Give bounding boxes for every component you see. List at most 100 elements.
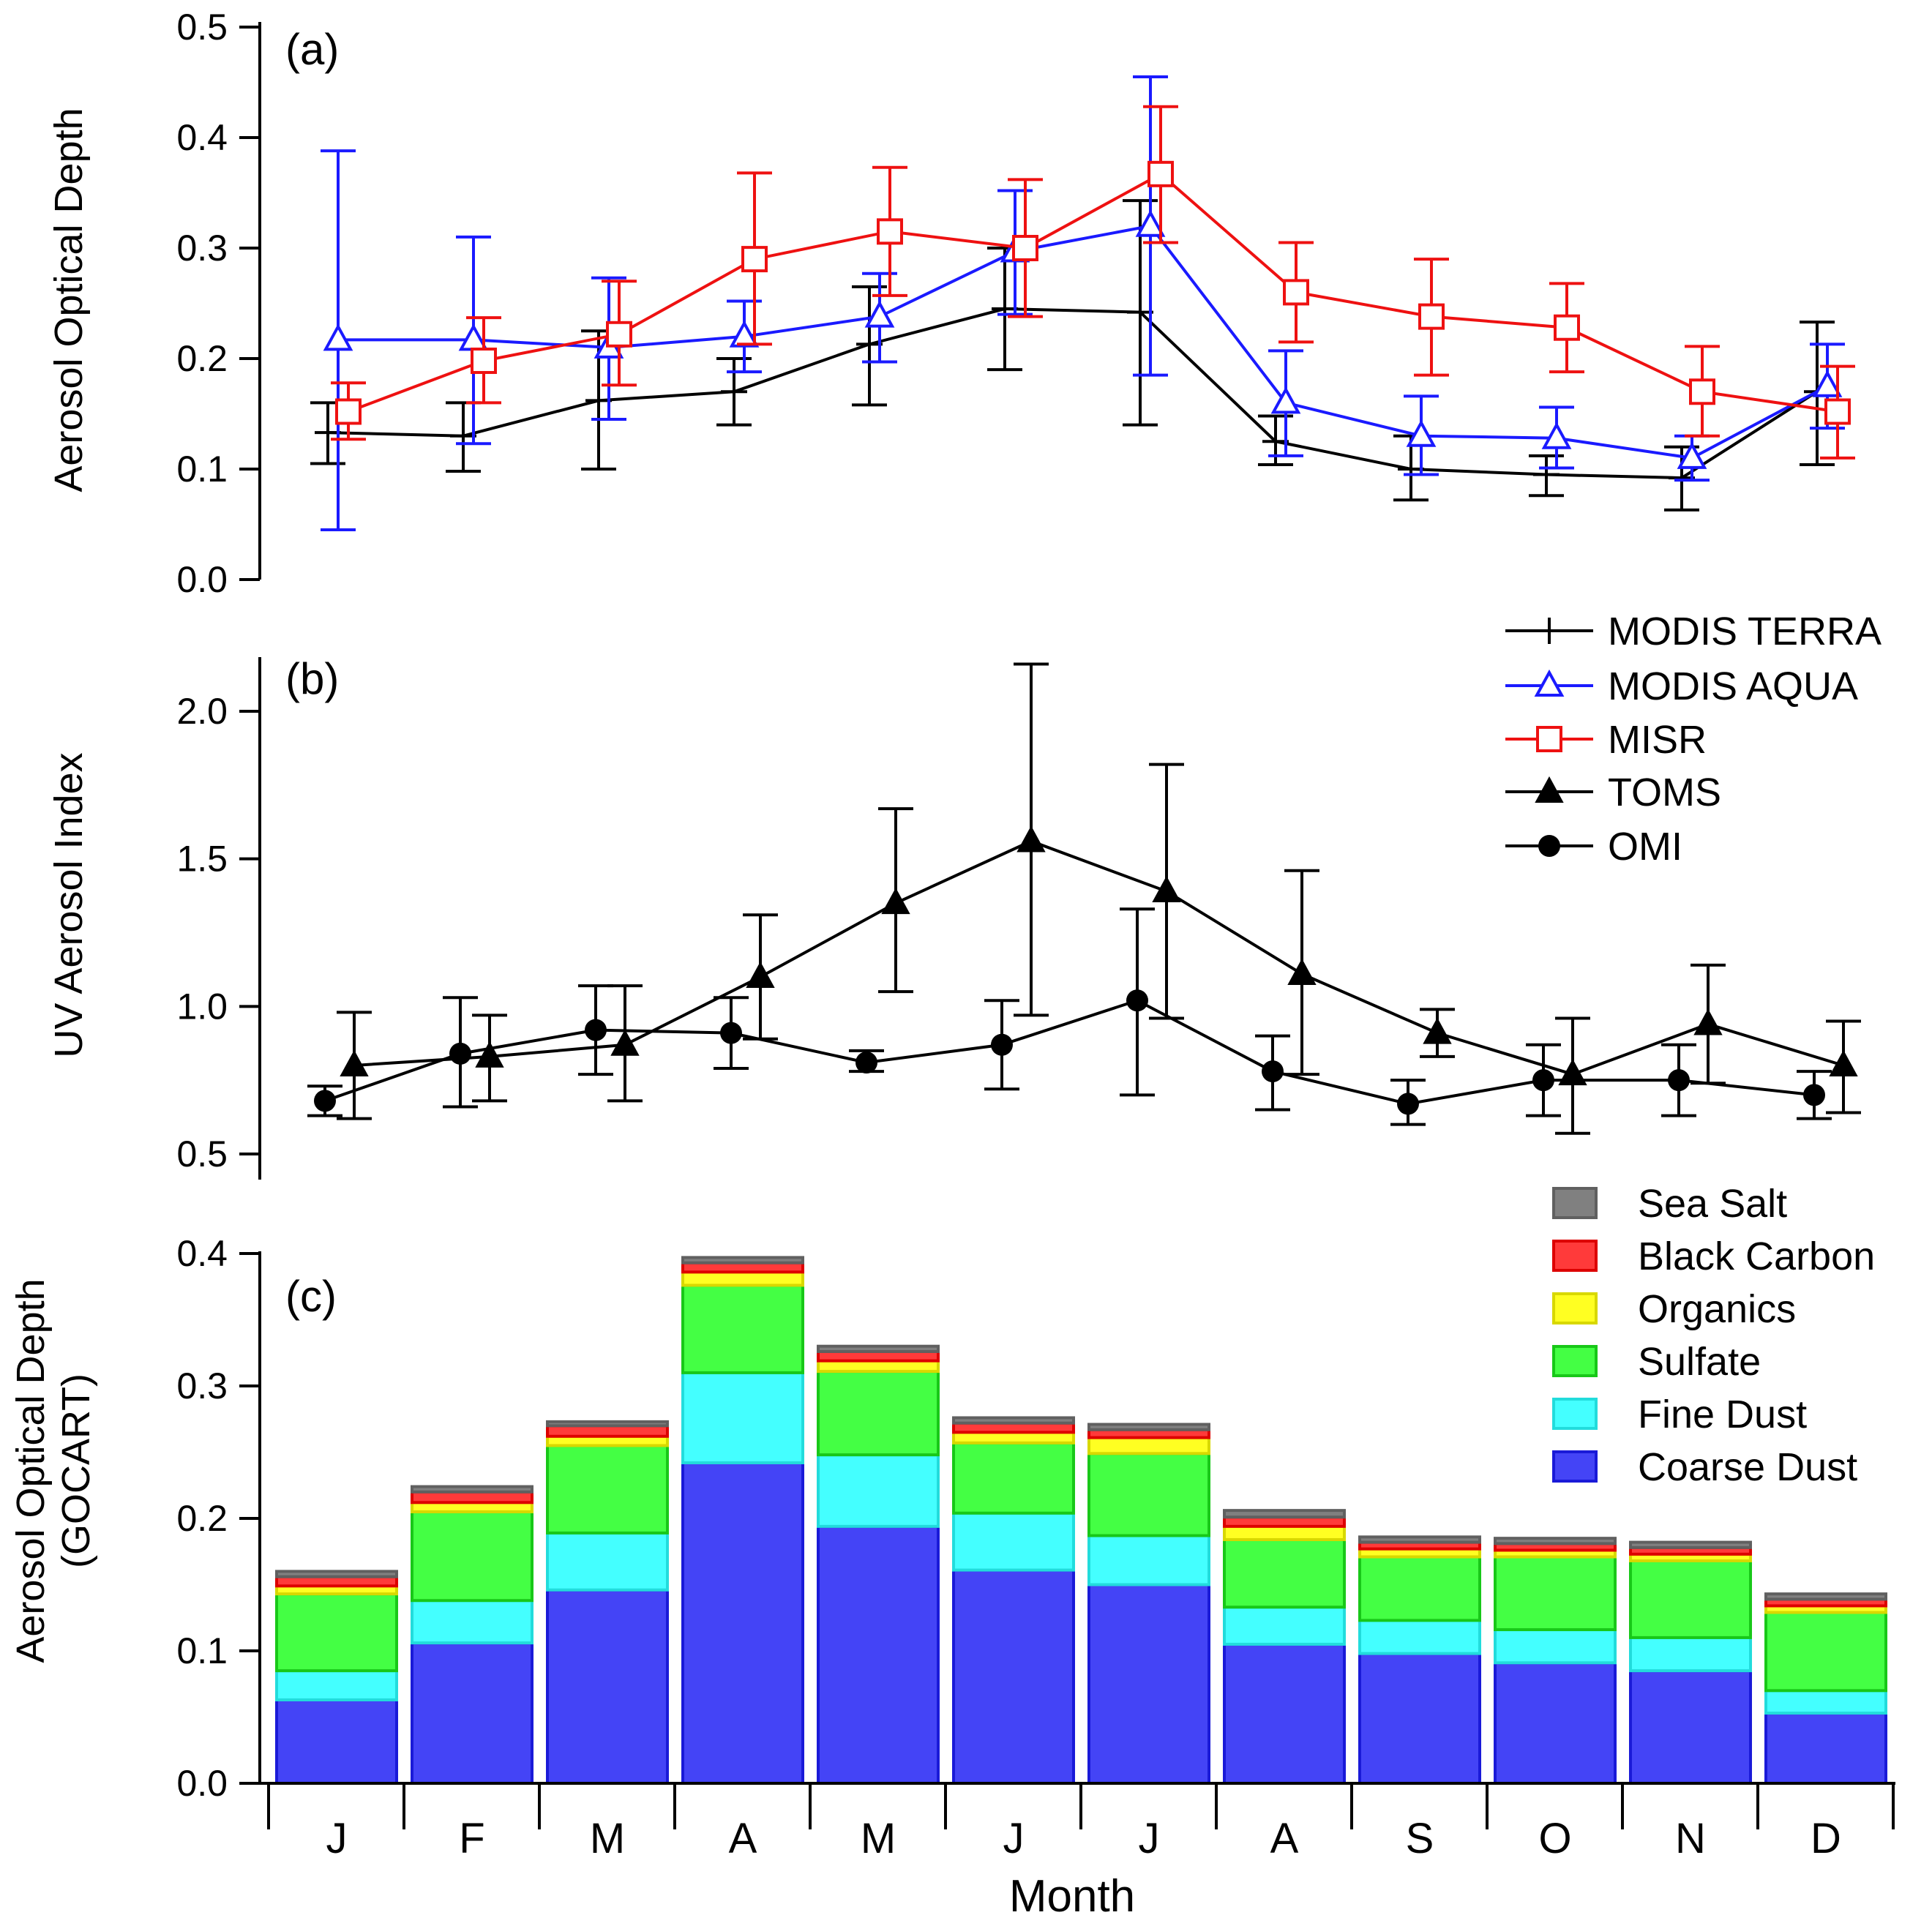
data-point xyxy=(1668,1069,1690,1092)
bar-series-sulfate xyxy=(275,1284,1887,1693)
bar-segment xyxy=(1358,1652,1481,1786)
panel-c-axes: 0.0 0.1 0.2 0.3 0.4 J F M A M J J A S O N D xyxy=(176,1233,1895,1862)
bar-segment xyxy=(952,1511,1075,1572)
panel-a-series xyxy=(310,75,1855,532)
bar-segment xyxy=(1494,1628,1617,1665)
data-point xyxy=(881,888,910,915)
legend-entry-omi: OMI xyxy=(1505,825,1682,869)
legend-marker xyxy=(1535,776,1564,803)
bar-segment xyxy=(1087,1436,1210,1455)
data-point xyxy=(1532,1069,1554,1092)
bar-segment xyxy=(546,1444,669,1535)
bar-segment xyxy=(275,1592,398,1673)
data-point xyxy=(729,320,760,348)
data-point xyxy=(746,961,775,988)
bar-segment xyxy=(411,1510,533,1603)
legend-marker xyxy=(1536,618,1562,644)
legend-marker xyxy=(1538,835,1560,857)
line-legend: MODIS TERRA MODIS AQUA MISR TOMS OMI xyxy=(1505,610,1882,869)
x-tick-label: M xyxy=(861,1815,896,1862)
legend-entry-fine-dust: Fine Dust xyxy=(1552,1393,1807,1436)
legend-label: OMI xyxy=(1608,825,1682,869)
legend-label: Fine Dust xyxy=(1638,1393,1807,1436)
legend-label: MISR xyxy=(1608,718,1707,762)
legend-marker xyxy=(1536,726,1562,752)
legend-swatch xyxy=(1552,1345,1598,1377)
y-tick-label: 2.0 xyxy=(176,691,228,732)
bar-segment xyxy=(1087,1452,1210,1537)
bar-segment xyxy=(1764,1592,1887,1601)
legend-entry-misr: MISR xyxy=(1505,718,1707,762)
panel-b-series xyxy=(307,662,1861,1135)
data-point xyxy=(335,398,362,425)
data-point xyxy=(340,1049,369,1076)
bar-segment xyxy=(1764,1712,1887,1786)
legend-swatch xyxy=(1552,1450,1598,1483)
bar-segment xyxy=(1629,1559,1752,1639)
y-tick-label: 1.5 xyxy=(176,839,228,880)
bar-segment xyxy=(1087,1583,1210,1785)
y-tick-label: 0.3 xyxy=(176,228,228,269)
legend-swatch xyxy=(1552,1240,1598,1272)
data-point xyxy=(314,1090,336,1112)
series-modis-aqua xyxy=(321,75,1845,532)
data-point xyxy=(1423,1017,1452,1044)
panel-a-label: (a) xyxy=(285,25,339,74)
x-tick-label: A xyxy=(1270,1815,1299,1862)
bar-segment xyxy=(546,1531,669,1592)
data-point xyxy=(585,1019,607,1041)
bar-segment xyxy=(1629,1669,1752,1785)
bar-legend: Sea Salt Black Carbon Organics Sulfate Fine … xyxy=(1552,1182,1875,1489)
legend-marker xyxy=(1534,669,1565,697)
data-point xyxy=(741,246,768,273)
data-point xyxy=(1677,441,1707,469)
panel-b-axes: 0.5 1.0 1.5 2.0 xyxy=(176,657,261,1180)
y-tick-label: 1.0 xyxy=(176,986,228,1027)
series-line xyxy=(353,839,1844,1076)
legend-entry-sulfate: Sulfate xyxy=(1552,1340,1761,1384)
data-point xyxy=(1406,419,1437,447)
bar-segment xyxy=(1223,1524,1346,1541)
y-tick-label: 0.1 xyxy=(176,449,228,490)
data-point xyxy=(1829,1049,1858,1076)
data-point xyxy=(323,323,353,351)
data-point xyxy=(606,321,632,348)
y-tick-label: 0.2 xyxy=(176,1498,228,1539)
x-tick-label: N xyxy=(1675,1815,1706,1862)
bar-segment xyxy=(411,1641,533,1785)
bar-segment xyxy=(952,1416,1075,1425)
legend-label: MODIS AQUA xyxy=(1608,664,1858,708)
legend-entry-toms: TOMS xyxy=(1505,771,1721,814)
data-point xyxy=(721,378,747,405)
bar-segment xyxy=(275,1698,398,1785)
bar-segment xyxy=(1629,1540,1752,1549)
bar-segment xyxy=(1358,1619,1481,1655)
legend-label: Coarse Dust xyxy=(1638,1445,1857,1489)
data-point xyxy=(1012,235,1038,261)
x-axis-title: Month xyxy=(1009,1871,1135,1922)
legend-label: Sulfate xyxy=(1638,1340,1761,1384)
data-point xyxy=(864,300,895,328)
series-line xyxy=(324,999,1815,1106)
data-point xyxy=(1287,958,1317,985)
panel-c-ylabel-line2: (GOCART) xyxy=(54,1374,98,1568)
bar-segment xyxy=(1223,1642,1346,1785)
bar-segment xyxy=(817,1359,940,1374)
data-point xyxy=(1418,303,1445,330)
series-toms xyxy=(337,662,1861,1135)
data-point xyxy=(1554,314,1580,341)
panel-a: (a) Aerosol Optical Depth 0.00.10.20.30.… xyxy=(47,7,1855,600)
x-tick-label: J xyxy=(326,1815,348,1862)
y-tick-label: 0.4 xyxy=(176,117,228,158)
panel-c-bars xyxy=(275,1256,1887,1786)
bar-segment xyxy=(681,1284,804,1374)
data-point xyxy=(1558,1059,1587,1086)
panel-b-ylabel: UV Aerosol Index xyxy=(47,752,91,1057)
bar-segment xyxy=(681,1461,804,1785)
bar-segment xyxy=(275,1669,398,1701)
legend-entry-organics: Organics xyxy=(1552,1287,1796,1331)
data-point xyxy=(991,1033,1013,1056)
legend-swatch xyxy=(1552,1187,1598,1219)
bar-segment xyxy=(681,1256,804,1264)
panel-c-label: (c) xyxy=(285,1272,337,1321)
